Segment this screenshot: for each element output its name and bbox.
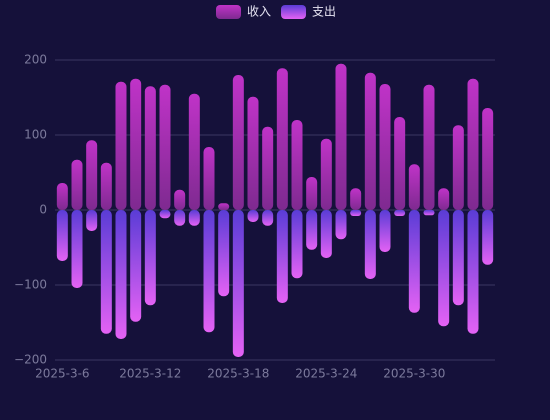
- bar: [232, 75, 244, 210]
- y-tick-label: 200: [24, 53, 47, 67]
- bar: [364, 72, 376, 210]
- bar: [115, 210, 127, 339]
- bar: [86, 210, 98, 231]
- bar: [350, 188, 362, 210]
- bar: [408, 210, 420, 313]
- bar: [86, 140, 98, 210]
- bar: [291, 210, 303, 279]
- bar: [423, 84, 435, 210]
- y-tick-label: −100: [14, 278, 47, 292]
- bar: [188, 93, 200, 210]
- bar: [306, 177, 318, 210]
- bar: [379, 84, 391, 210]
- bar: [100, 210, 112, 334]
- bar: [394, 117, 406, 210]
- bar: [159, 84, 171, 210]
- bar: [276, 210, 288, 303]
- bar: [364, 210, 376, 279]
- legend-label: 支出: [312, 5, 336, 19]
- bar: [218, 203, 230, 210]
- bar: [247, 96, 259, 210]
- x-tick-label: 2025-3-6: [35, 367, 89, 381]
- bar: [144, 86, 156, 210]
- bar: [218, 210, 230, 297]
- bar: [482, 108, 494, 210]
- bar: [423, 210, 435, 216]
- bar: [71, 159, 83, 210]
- y-tick-label: 100: [24, 128, 47, 142]
- bar: [467, 78, 479, 210]
- bar: [130, 78, 142, 210]
- bar: [335, 63, 347, 210]
- bar: [247, 210, 259, 222]
- bar: [144, 210, 156, 306]
- bar: [174, 189, 186, 210]
- bar: [438, 210, 450, 327]
- bar: [467, 210, 479, 334]
- legend-swatch: [216, 5, 241, 19]
- bar: [262, 126, 274, 210]
- bar: [188, 210, 200, 226]
- bar: [438, 188, 450, 210]
- bar: [291, 120, 303, 210]
- bar: [174, 210, 186, 226]
- x-tick-label: 2025-3-30: [383, 367, 445, 381]
- y-tick-label: 0: [39, 203, 47, 217]
- bar: [203, 210, 215, 333]
- bar: [203, 147, 215, 210]
- legend-label: 收入: [247, 5, 271, 19]
- bar: [452, 210, 464, 306]
- y-tick-label: −200: [14, 353, 47, 367]
- bar: [335, 210, 347, 240]
- bar: [394, 210, 406, 216]
- bar: [71, 210, 83, 288]
- bar: [232, 210, 244, 357]
- bar: [320, 138, 332, 210]
- bar: [100, 162, 112, 210]
- bar: [350, 210, 362, 216]
- legend-swatch: [281, 5, 307, 19]
- x-tick-label: 2025-3-24: [295, 367, 357, 381]
- x-tick-label: 2025-3-12: [119, 367, 181, 381]
- bar: [115, 81, 127, 210]
- bar: [276, 68, 288, 210]
- bar: [130, 210, 142, 322]
- bar: [159, 210, 171, 219]
- bar: [482, 210, 494, 265]
- bar: [320, 210, 332, 258]
- x-tick-label: 2025-3-18: [207, 367, 269, 381]
- bar: [452, 125, 464, 210]
- bar: [379, 210, 391, 252]
- bar: [56, 210, 68, 261]
- bar: [262, 210, 274, 226]
- bar: [306, 210, 318, 250]
- bar: [56, 183, 68, 210]
- bar: [408, 164, 420, 210]
